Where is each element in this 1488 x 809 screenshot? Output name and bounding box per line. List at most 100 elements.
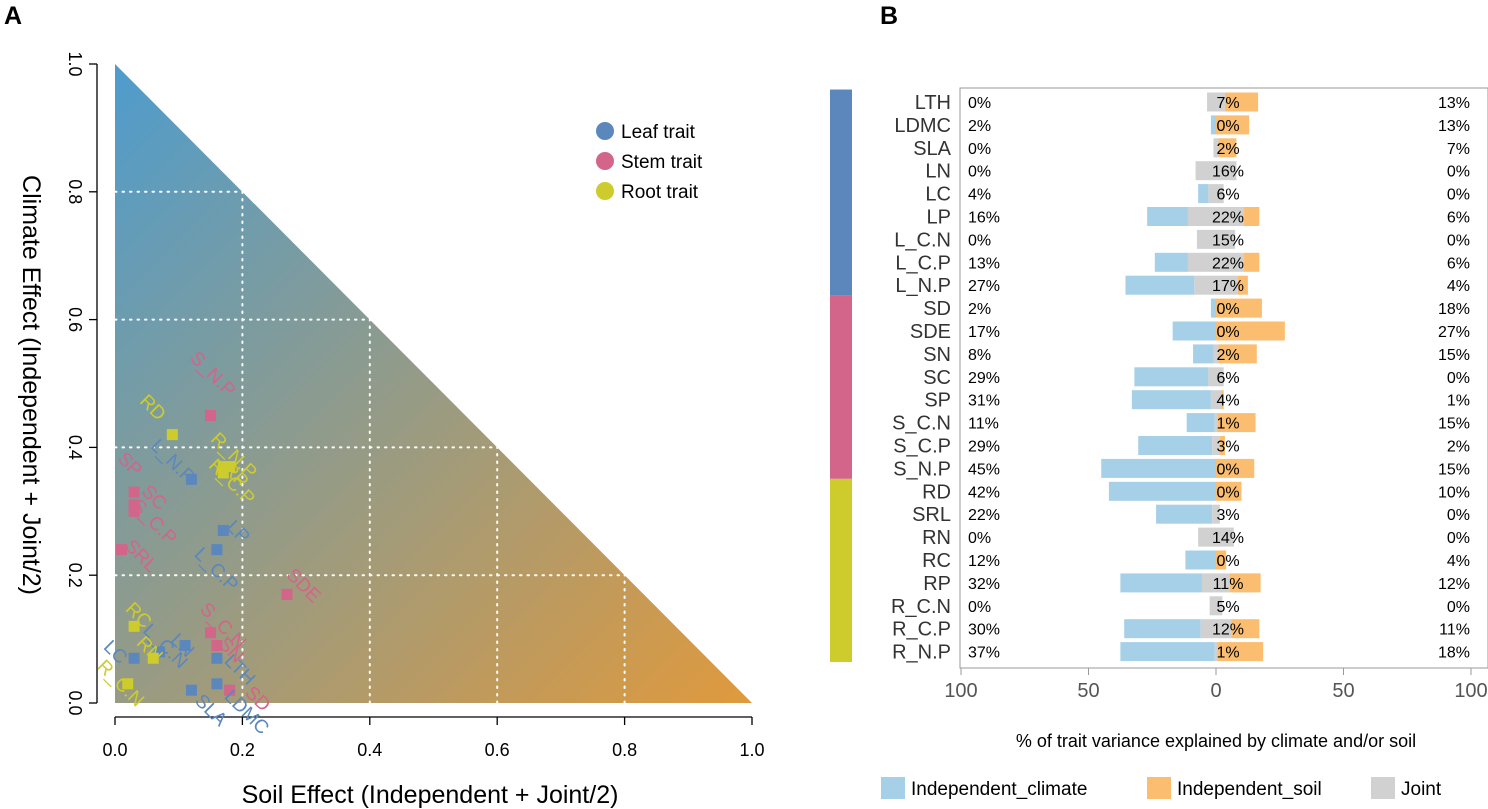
- joint-value: 15%: [1212, 232, 1244, 249]
- point-r-c-n: [122, 678, 134, 690]
- bar-joint: [1207, 92, 1225, 112]
- x-tick-label-b: 0: [1210, 680, 1221, 702]
- climate-value: 12%: [968, 553, 1000, 570]
- x-axis-label-b: % of trait variance explained by climate…: [1016, 731, 1416, 751]
- bar-climate: [1172, 321, 1216, 341]
- soil-value: 4%: [1447, 553, 1470, 570]
- bar-climate: [1156, 504, 1213, 524]
- scatter-points: [115, 409, 293, 696]
- climate-value: 11%: [968, 416, 999, 433]
- soil-value: 0%: [1447, 530, 1470, 547]
- climate-value: 0%: [968, 232, 991, 249]
- bar-joint: [1214, 413, 1218, 433]
- panel-a: A 0.0 0.2 0.4 0.6 0.8 1.0 0.0 0.2 0.4 0.6 0.8 1.0 L…: [4, 2, 765, 809]
- point-s-c-n: [205, 627, 217, 639]
- joint-value: 22%: [1212, 210, 1244, 227]
- y-tick-label: 1.0: [65, 51, 85, 76]
- bar-joint: [1214, 642, 1218, 662]
- legend-label: Leaf trait: [621, 122, 696, 143]
- legend: Leaf trait Stem trait Root trait: [596, 122, 703, 203]
- bar-climate: [1193, 344, 1214, 364]
- soil-value: 10%: [1438, 484, 1470, 501]
- point-rc: [128, 620, 140, 632]
- soil-value: 11%: [1439, 622, 1470, 639]
- legend-b-label: Independent_soil: [1177, 779, 1322, 800]
- joint-value: 0%: [1216, 324, 1239, 341]
- bar-joint: [1210, 390, 1222, 410]
- trait-label: L_C.N: [894, 229, 951, 251]
- bar-soil: [1217, 413, 1256, 433]
- joint-value: 4%: [1216, 393, 1239, 410]
- point-sde: [281, 588, 293, 600]
- climate-value: 17%: [968, 324, 1000, 341]
- trait-label: RD: [922, 481, 951, 503]
- point-s-n-p: [205, 409, 217, 421]
- soil-value: 0%: [1447, 232, 1470, 249]
- bar-soil: [1216, 115, 1250, 135]
- soil-value: 13%: [1438, 95, 1470, 112]
- point-sc: [128, 499, 140, 511]
- climate-value: 31%: [968, 393, 1000, 410]
- bar-joint: [1213, 138, 1219, 158]
- climate-value: 2%: [968, 301, 991, 318]
- point-lth: [211, 652, 223, 664]
- soil-value: 0%: [1447, 507, 1470, 524]
- legend-marker: [596, 182, 614, 200]
- climate-value: 0%: [968, 164, 991, 181]
- climate-value: 0%: [968, 141, 991, 158]
- bar-soil: [1237, 275, 1248, 295]
- trait-label: SDE: [910, 321, 951, 343]
- climate-value: 22%: [968, 507, 1000, 524]
- bar-climate: [1131, 390, 1211, 410]
- bar-soil: [1221, 390, 1224, 410]
- joint-value: 7%: [1216, 95, 1239, 112]
- trait-group-bar: [830, 89, 852, 663]
- bar-joint: [1208, 367, 1224, 387]
- bar-soil: [1216, 298, 1262, 318]
- joint-value: 5%: [1216, 599, 1239, 616]
- climate-value: 0%: [968, 530, 991, 547]
- bar-climate: [1134, 367, 1209, 387]
- climate-value: 37%: [968, 645, 1000, 662]
- panel-b-letter: B: [880, 2, 898, 30]
- x-tick-label: 0.6: [485, 740, 510, 760]
- bar-joint: [1208, 184, 1224, 204]
- climate-value: 42%: [968, 484, 1000, 501]
- x-axis-b: 100 50 0 50 100: [944, 668, 1488, 702]
- bar-climate: [1120, 642, 1215, 662]
- bar-soil: [1216, 481, 1242, 501]
- joint-value: 6%: [1216, 370, 1239, 387]
- x-tick-label-b: 100: [944, 680, 977, 702]
- plot-frame: [959, 87, 1488, 669]
- bar-joint: [1196, 229, 1236, 249]
- bar-soil: [1216, 321, 1285, 341]
- climate-value: 16%: [968, 210, 1000, 227]
- group-bar-stem: [830, 295, 852, 479]
- legend-b-swatch: [1147, 777, 1171, 799]
- soil-value: 0%: [1447, 599, 1470, 616]
- bar-soil: [1231, 619, 1260, 639]
- bar-joint: [1194, 275, 1238, 295]
- joint-value: 17%: [1212, 278, 1244, 295]
- joint-value: 2%: [1216, 141, 1239, 158]
- joint-value: 3%: [1216, 439, 1239, 456]
- joint-value: 22%: [1212, 255, 1244, 272]
- point-s-c-p: [128, 505, 140, 517]
- trait-label: LP: [927, 207, 951, 229]
- bar-climate: [1198, 184, 1209, 204]
- legend-b: Independent_climate Independent_soil Joint: [881, 777, 1442, 800]
- trait-label: RC: [922, 550, 951, 572]
- joint-value: 1%: [1216, 416, 1239, 433]
- legend-b-swatch: [881, 777, 905, 799]
- soil-value: 15%: [1438, 461, 1470, 478]
- trait-label: LC: [925, 184, 951, 206]
- trait-label: S_C.P: [893, 436, 951, 458]
- point-l-c-n: [154, 646, 166, 658]
- x-tick-label-b: 50: [1332, 680, 1354, 702]
- point-rd: [166, 429, 178, 441]
- joint-value: 14%: [1212, 530, 1244, 547]
- bar-soil: [1218, 344, 1257, 364]
- trait-label: RN: [922, 527, 951, 549]
- trait-label: LN: [925, 161, 951, 183]
- bar-joint: [1198, 527, 1234, 547]
